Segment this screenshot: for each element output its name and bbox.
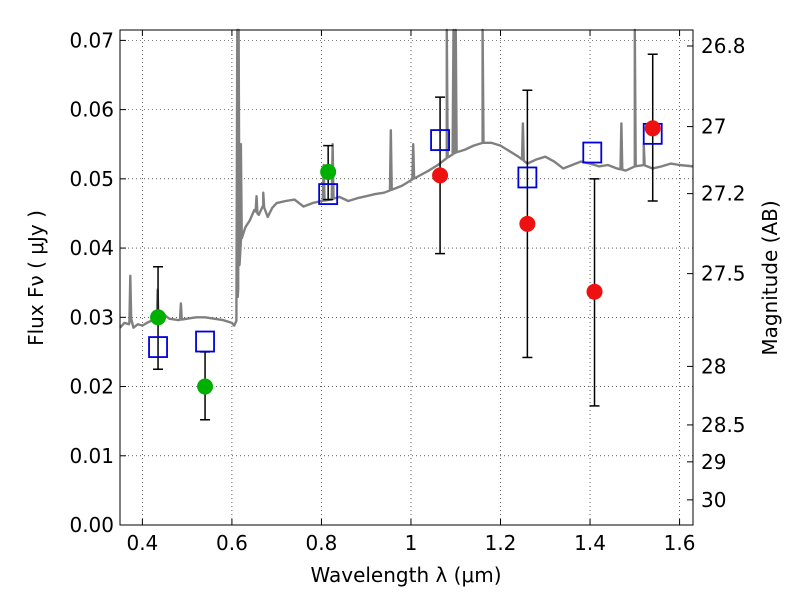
plot-background (120, 30, 693, 525)
y-tick-label: 0.01 (69, 444, 114, 468)
mag-tick-label: 28 (701, 354, 726, 378)
x-axis-label: Wavelength λ (μm) (310, 563, 501, 587)
observed-point (644, 120, 661, 137)
model-photometry-point (148, 336, 168, 358)
x-tick-label: 0.4 (126, 531, 158, 555)
y-tick-label: 0.05 (69, 167, 114, 191)
mag-tick-label: 28.5 (701, 413, 746, 437)
spectrum-line (119, 28, 694, 329)
x-tick-label: 1.2 (485, 531, 517, 555)
y-axis-magnitude: 26.8 27 27.2 27.5 28 28.5 29 30 (687, 34, 746, 512)
observed-point (150, 309, 167, 326)
y-tick-label: 0.02 (69, 375, 114, 399)
x-tick-label: 1.4 (574, 531, 606, 555)
model-photometry-point (318, 183, 339, 205)
y-axis-flux: 0.00 0.01 0.02 0.03 0.04 0.05 0.06 0.07 (69, 28, 126, 537)
mag-tick-label: 29 (701, 450, 726, 474)
mag-tick-label: 27.5 (701, 262, 746, 286)
x-tick-label: 1 (405, 531, 418, 555)
x-tick-label: 0.8 (306, 531, 338, 555)
data-markers (148, 53, 663, 421)
mag-tick-label: 26.8 (701, 34, 746, 58)
x-tick-label: 1.6 (664, 531, 696, 555)
y2-axis-label: Magnitude (AB) (758, 200, 782, 355)
observed-point (320, 163, 337, 180)
y-tick-label: 0.06 (69, 98, 114, 122)
observed-point (519, 215, 536, 232)
mag-tick-label: 27 (701, 115, 726, 139)
observed-point (586, 283, 603, 300)
model-photometry-point (517, 166, 538, 189)
plot-frame (119, 29, 694, 526)
grid (120, 30, 693, 526)
y-tick-label: 0.00 (69, 513, 114, 537)
mag-tick-label: 27.2 (701, 182, 746, 206)
model-photometry-point (582, 141, 603, 164)
y-axis-label: Flux Fν ( μJy ) (24, 210, 48, 346)
y-tick-label: 0.04 (69, 236, 114, 260)
observed-point (432, 167, 449, 184)
x-tick-label: 0.6 (216, 531, 248, 555)
mag-tick-label: 30 (701, 488, 726, 512)
y-tick-label: 0.03 (69, 305, 114, 329)
model-photometry-point (195, 330, 215, 353)
observed-point (197, 378, 214, 395)
model-spectrum (119, 28, 694, 329)
y-tick-label: 0.07 (69, 28, 114, 52)
model-photometry-point (430, 129, 450, 151)
x-axis: 0.4 0.6 0.8 1 1.2 1.4 1.6 (126, 30, 695, 555)
